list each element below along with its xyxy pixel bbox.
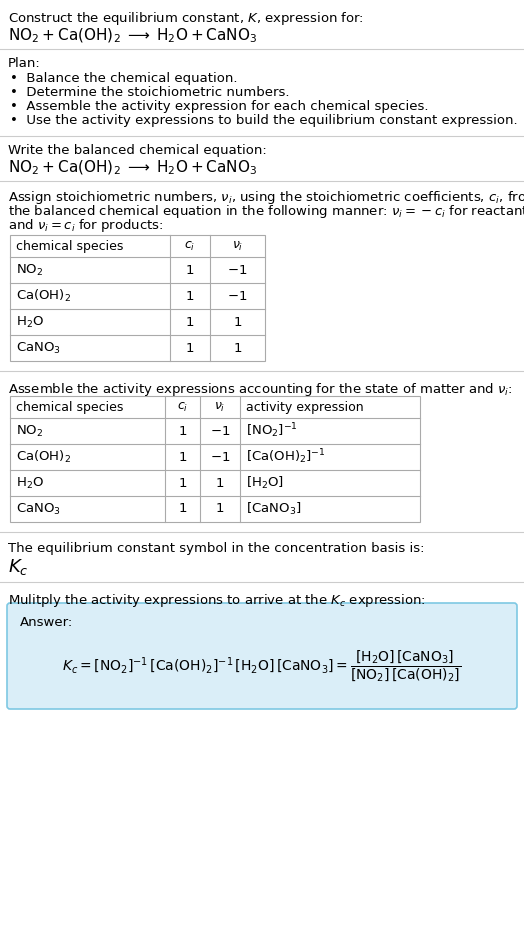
Bar xyxy=(10,396,420,522)
Text: $-1$: $-1$ xyxy=(210,424,230,437)
Text: $\mathrm{H_2O}$: $\mathrm{H_2O}$ xyxy=(16,314,44,329)
Text: •  Balance the chemical equation.: • Balance the chemical equation. xyxy=(10,72,237,85)
Text: $K_c$: $K_c$ xyxy=(8,557,29,577)
Text: 1: 1 xyxy=(185,289,194,303)
Text: $\mathrm{NO_2}$: $\mathrm{NO_2}$ xyxy=(16,263,43,277)
Text: $\nu_i$: $\nu_i$ xyxy=(232,239,243,252)
Text: •  Determine the stoichiometric numbers.: • Determine the stoichiometric numbers. xyxy=(10,86,289,99)
Text: chemical species: chemical species xyxy=(16,239,123,252)
Text: Assign stoichiometric numbers, $\nu_i$, using the stoichiometric coefficients, $: Assign stoichiometric numbers, $\nu_i$, … xyxy=(8,189,524,206)
Text: the balanced chemical equation in the following manner: $\nu_i = -c_i$ for react: the balanced chemical equation in the fo… xyxy=(8,203,524,220)
Text: The equilibrium constant symbol in the concentration basis is:: The equilibrium constant symbol in the c… xyxy=(8,542,424,555)
Text: $\mathrm{NO_2}$: $\mathrm{NO_2}$ xyxy=(16,423,43,438)
Text: 1: 1 xyxy=(178,451,187,463)
Text: •  Use the activity expressions to build the equilibrium constant expression.: • Use the activity expressions to build … xyxy=(10,114,518,127)
Bar xyxy=(10,235,265,361)
Text: and $\nu_i = c_i$ for products:: and $\nu_i = c_i$ for products: xyxy=(8,217,163,234)
Text: $c_i$: $c_i$ xyxy=(184,239,195,252)
Text: Answer:: Answer: xyxy=(20,616,73,629)
Text: Construct the equilibrium constant, $K$, expression for:: Construct the equilibrium constant, $K$,… xyxy=(8,10,364,27)
Text: $\mathrm{NO_2 + Ca(OH)_2 \;\longrightarrow\; H_2O + CaNO_3}$: $\mathrm{NO_2 + Ca(OH)_2 \;\longrightarr… xyxy=(8,27,257,46)
Text: $\nu_i$: $\nu_i$ xyxy=(214,400,226,414)
Text: $-1$: $-1$ xyxy=(227,264,248,276)
Text: 1: 1 xyxy=(233,342,242,355)
Text: 1: 1 xyxy=(185,342,194,355)
Text: $\mathrm{CaNO_3}$: $\mathrm{CaNO_3}$ xyxy=(16,341,61,356)
Text: Mulitply the activity expressions to arrive at the $K_c$ expression:: Mulitply the activity expressions to arr… xyxy=(8,592,426,609)
Text: 1: 1 xyxy=(216,476,224,490)
Text: $[\mathrm{CaNO_3}]$: $[\mathrm{CaNO_3}]$ xyxy=(246,501,301,517)
Text: Assemble the activity expressions accounting for the state of matter and $\nu_i$: Assemble the activity expressions accoun… xyxy=(8,381,512,398)
Text: •  Assemble the activity expression for each chemical species.: • Assemble the activity expression for e… xyxy=(10,100,429,113)
Text: 1: 1 xyxy=(233,315,242,328)
Text: $-1$: $-1$ xyxy=(210,451,230,463)
Text: 1: 1 xyxy=(178,476,187,490)
Text: Write the balanced chemical equation:: Write the balanced chemical equation: xyxy=(8,144,267,157)
Text: $\mathrm{NO_2 + Ca(OH)_2 \;\longrightarrow\; H_2O + CaNO_3}$: $\mathrm{NO_2 + Ca(OH)_2 \;\longrightarr… xyxy=(8,159,257,177)
Text: activity expression: activity expression xyxy=(246,400,364,414)
Text: $[\mathrm{Ca(OH)_2}]^{-1}$: $[\mathrm{Ca(OH)_2}]^{-1}$ xyxy=(246,448,326,466)
Text: $\mathrm{Ca(OH)_2}$: $\mathrm{Ca(OH)_2}$ xyxy=(16,449,71,465)
Text: $K_c = [\mathrm{NO_2}]^{-1}\,[\mathrm{Ca(OH)_2}]^{-1}\,[\mathrm{H_2O}]\,[\mathrm: $K_c = [\mathrm{NO_2}]^{-1}\,[\mathrm{Ca… xyxy=(62,648,462,683)
Text: $-1$: $-1$ xyxy=(227,289,248,303)
Text: $[\mathrm{H_2O}]$: $[\mathrm{H_2O}]$ xyxy=(246,474,284,491)
Text: 1: 1 xyxy=(216,503,224,515)
Text: 1: 1 xyxy=(178,424,187,437)
FancyBboxPatch shape xyxy=(7,603,517,709)
Text: $c_i$: $c_i$ xyxy=(177,400,188,414)
Text: $\mathrm{H_2O}$: $\mathrm{H_2O}$ xyxy=(16,475,44,491)
Text: chemical species: chemical species xyxy=(16,400,123,414)
Text: $\mathrm{CaNO_3}$: $\mathrm{CaNO_3}$ xyxy=(16,501,61,516)
Text: 1: 1 xyxy=(185,315,194,328)
Text: Plan:: Plan: xyxy=(8,57,41,70)
Text: 1: 1 xyxy=(178,503,187,515)
Text: $\mathrm{Ca(OH)_2}$: $\mathrm{Ca(OH)_2}$ xyxy=(16,288,71,304)
Text: $[\mathrm{NO_2}]^{-1}$: $[\mathrm{NO_2}]^{-1}$ xyxy=(246,421,298,440)
Text: 1: 1 xyxy=(185,264,194,276)
